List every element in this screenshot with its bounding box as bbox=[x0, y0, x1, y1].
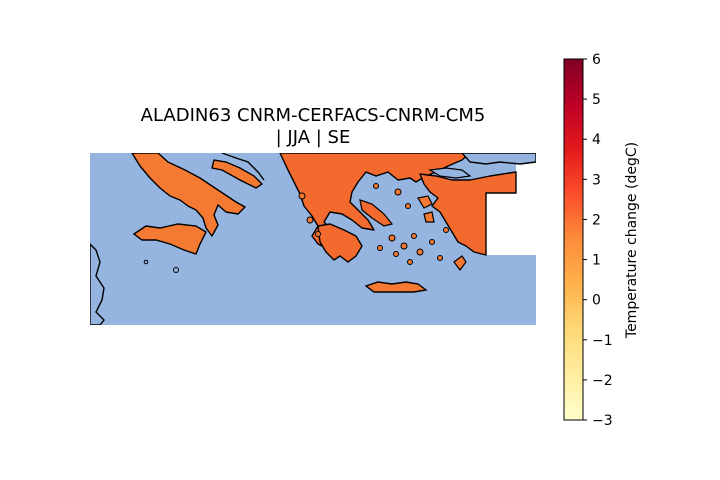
map-title-line1: ALADIN63 CNRM-CERFACS-CNRM-CM5 bbox=[141, 105, 486, 126]
colorbar-label: Temperature change (degC) bbox=[624, 142, 640, 339]
turkey-land bbox=[419, 171, 517, 256]
chios bbox=[423, 211, 435, 223]
colorbar-tick-label: −2 bbox=[592, 373, 613, 389]
colorbar-tick-label: −3 bbox=[592, 413, 613, 429]
italy-heel bbox=[211, 159, 264, 189]
peloponnese bbox=[317, 223, 363, 263]
pantelleria bbox=[143, 259, 149, 265]
colorbar-tick-label: −1 bbox=[592, 333, 613, 349]
euboea bbox=[359, 199, 394, 227]
adriatic-coast bbox=[221, 153, 265, 181]
colorbar-ticks: 6 5 4 3 2 1 0 −1 −2 −3 bbox=[583, 52, 613, 429]
crete bbox=[364, 281, 428, 293]
colorbar-tick-label: 0 bbox=[592, 293, 601, 309]
ionian-islands bbox=[298, 192, 321, 237]
sicily-land bbox=[132, 223, 207, 255]
malta bbox=[173, 267, 179, 273]
map-title-line2: | JJA | SE bbox=[276, 127, 351, 148]
italy-land bbox=[131, 153, 246, 237]
colorbar-gradient bbox=[563, 58, 584, 421]
aegean-islands bbox=[373, 183, 449, 265]
black-sea bbox=[461, 153, 536, 165]
marmara-sea bbox=[428, 167, 472, 179]
colorbar-tick-label: 1 bbox=[592, 253, 601, 269]
colorbar-tick-label: 3 bbox=[592, 172, 601, 188]
colorbar-tick-label: 4 bbox=[592, 132, 601, 148]
colorbar: 6 5 4 3 2 1 0 −1 −2 −3 Temperature change (degC) bbox=[563, 52, 640, 429]
no-data-area-2 bbox=[486, 193, 536, 255]
colorbar-tick-label: 6 bbox=[592, 52, 601, 68]
colorbar-tick-label: 2 bbox=[592, 212, 601, 228]
lesbos bbox=[417, 195, 433, 209]
north-africa-coast bbox=[90, 243, 105, 325]
map-panel bbox=[90, 153, 536, 325]
rhodes bbox=[453, 255, 467, 271]
colorbar-tick-label: 5 bbox=[592, 92, 601, 108]
